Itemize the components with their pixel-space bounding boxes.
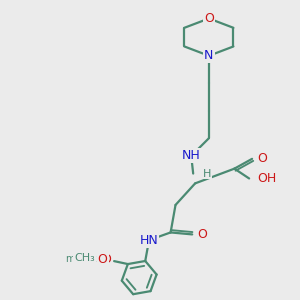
Text: NH: NH <box>182 149 201 162</box>
Text: O: O <box>204 12 214 25</box>
Text: H: H <box>203 169 211 178</box>
Text: O: O <box>197 228 207 241</box>
Text: O: O <box>101 253 111 266</box>
Text: O: O <box>257 152 267 165</box>
Text: methoxy: methoxy <box>65 254 108 264</box>
Text: OH: OH <box>257 172 276 185</box>
Text: N: N <box>204 49 214 62</box>
Text: CH₃: CH₃ <box>74 253 95 263</box>
Text: O: O <box>98 253 107 266</box>
Text: HN: HN <box>140 234 158 247</box>
